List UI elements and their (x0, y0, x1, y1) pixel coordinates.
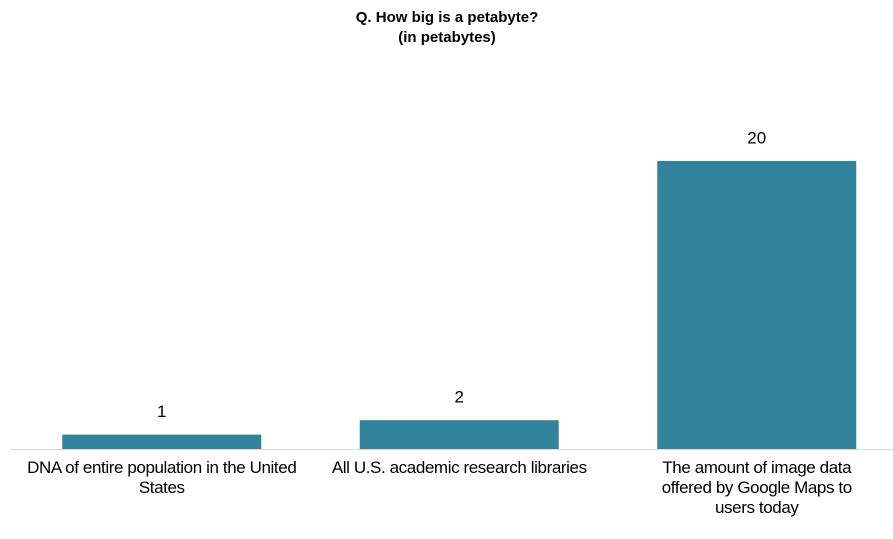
chart-title: Q. How big is a petabyte? (356, 9, 539, 26)
x-tick-label: All U.S. academic research libraries (331, 458, 587, 477)
chart-subtitle: (in petabytes) (398, 29, 496, 46)
bar (657, 161, 857, 449)
value-label: 2 (455, 388, 464, 407)
bar (359, 420, 559, 449)
value-label: 20 (747, 128, 766, 147)
value-label: 1 (157, 402, 166, 421)
bar (62, 434, 262, 449)
x-tick-label: The amount of image data offered by Goog… (661, 458, 852, 517)
x-tick-label: DNA of entire population in the United S… (27, 458, 297, 497)
